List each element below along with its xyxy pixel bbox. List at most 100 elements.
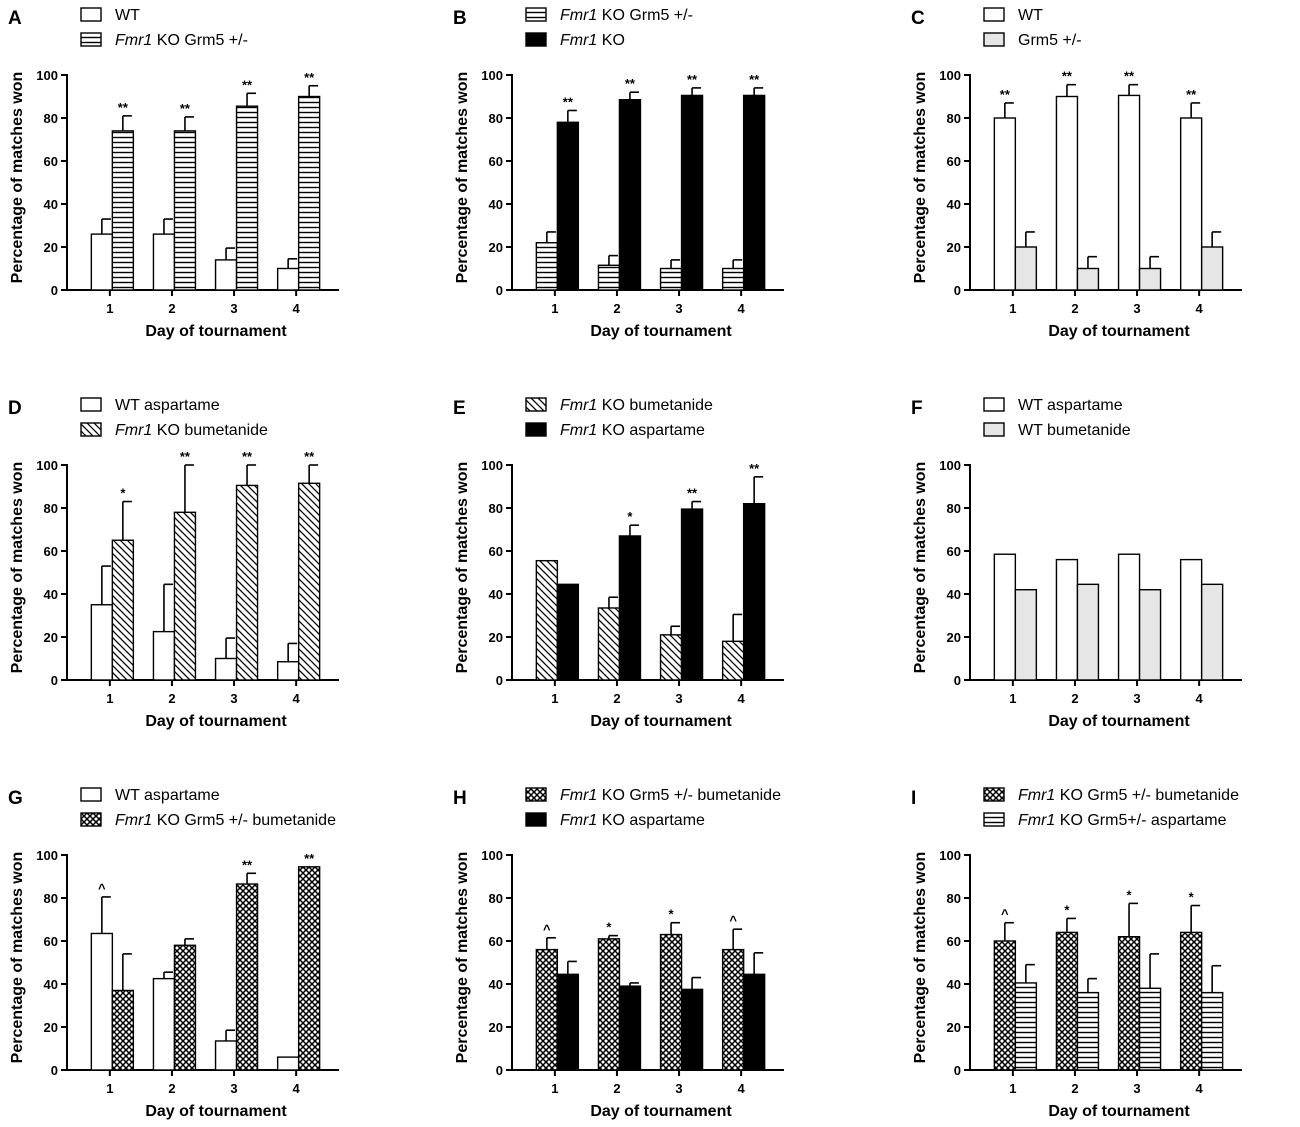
bar-e-s2-day4 <box>742 503 766 681</box>
legend-italic: Fmr1 <box>1018 812 1055 829</box>
y-axis-title: Percentage of matches won <box>912 72 929 284</box>
bar-h-s1-day3 <box>659 933 683 1071</box>
x-tick-label: 2 <box>613 691 620 706</box>
x-tick-label: 3 <box>675 1081 682 1096</box>
legend-label: WT aspartame <box>1018 397 1123 414</box>
legend-label: KO Grm5 +/- bumetanide <box>597 787 781 804</box>
bar-i-s1-day4 <box>1179 931 1203 1071</box>
bar-a-s2-day4 <box>297 95 321 291</box>
significance-label: ** <box>118 100 129 115</box>
legend-entry: WT aspartame <box>1018 397 1123 414</box>
legend-italic: Fmr1 <box>560 812 597 829</box>
panel-letter: I <box>911 788 916 809</box>
y-tick-label: 0 <box>496 1063 503 1078</box>
bar-b-s2-day3 <box>680 94 704 291</box>
legend-italic: Fmr1 <box>560 7 597 24</box>
bar-f-s2-day1 <box>1014 589 1038 681</box>
legend-swatch <box>525 397 547 412</box>
legend-swatch <box>525 787 547 802</box>
y-tick-label: 60 <box>489 544 503 559</box>
bar-b-s2-day1 <box>556 121 580 291</box>
bar-i-s2-day2 <box>1076 991 1100 1071</box>
significance-label: * <box>606 920 612 935</box>
significance-label: ** <box>749 72 760 87</box>
bar-d-s1-day4 <box>276 661 300 681</box>
legend-label: WT bumetanide <box>1018 422 1131 439</box>
y-tick-label: 60 <box>489 934 503 949</box>
y-tick-label: 100 <box>939 458 961 473</box>
y-tick-label: 20 <box>947 240 961 255</box>
x-tick-label: 4 <box>293 301 301 316</box>
legend-swatch <box>80 7 102 22</box>
bar-a-s1-day4 <box>276 267 300 291</box>
bar-b-s2-day2 <box>618 99 642 291</box>
significance-label: * <box>1127 887 1133 902</box>
significance-label: ** <box>242 857 253 872</box>
legend-swatch <box>80 32 102 47</box>
x-tick-label: 2 <box>168 1081 175 1096</box>
legend-label: KO Grm5 +/- bumetanide <box>152 812 336 829</box>
bar-g-s2-day3 <box>235 883 259 1071</box>
x-tick-label: 1 <box>551 301 558 316</box>
bar-a-s1-day2 <box>152 233 176 291</box>
legend-swatch <box>525 32 547 47</box>
y-tick-label: 60 <box>947 934 961 949</box>
legend-italic: Fmr1 <box>1018 787 1055 804</box>
legend-entry: Fmr1 KO Grm5 +/- bumetanide <box>560 787 781 804</box>
y-tick-label: 20 <box>489 630 503 645</box>
legend-swatch <box>983 397 1005 412</box>
bar-a-s2-day1 <box>111 130 135 291</box>
x-tick-label: 3 <box>1133 301 1140 316</box>
panel-d: D WT aspartame Fmr1 KO bumetanide 0 20 40 60 80… <box>8 397 339 730</box>
x-tick-label: 1 <box>1009 691 1016 706</box>
bar-i-s2-day1 <box>1014 982 1038 1071</box>
bar-c-s1-day4 <box>1179 117 1203 291</box>
bar-h-s1-day1 <box>535 948 559 1071</box>
significance-label: ^ <box>1001 907 1009 922</box>
bar-i-s1-day1 <box>993 940 1017 1071</box>
legend-swatch <box>983 7 1005 22</box>
legend-label: KO Grm5 +/- <box>597 7 693 24</box>
bar-b-s2-day4 <box>742 94 766 291</box>
legend-swatch <box>525 422 547 437</box>
legend-label: KO aspartame <box>597 812 705 829</box>
significance-label: ^ <box>98 881 106 896</box>
bar-b-s1-day4 <box>721 267 745 291</box>
x-axis-title: Day of tournament <box>1048 713 1190 730</box>
y-tick-label: 80 <box>947 111 961 126</box>
significance-label: ** <box>180 449 191 464</box>
legend-italic: Fmr1 <box>560 32 597 49</box>
legend-label: KO bumetanide <box>597 397 713 414</box>
y-tick-label: 20 <box>44 240 58 255</box>
legend-label: KO aspartame <box>597 422 705 439</box>
legend-swatch <box>80 812 102 827</box>
legend-entry: Fmr1 KO Grm5 +/- bumetanide <box>1018 787 1239 804</box>
bar-g-s1-day2 <box>152 977 176 1071</box>
bar-c-s2-day3 <box>1138 267 1162 291</box>
y-tick-label: 100 <box>481 68 503 83</box>
significance-label: ** <box>625 76 636 91</box>
bar-h-s2-day4 <box>742 973 766 1071</box>
y-axis-title: Percentage of matches won <box>454 852 471 1064</box>
bar-e-s1-day3 <box>659 634 683 681</box>
significance-label: ** <box>687 72 698 87</box>
bar-h-s2-day1 <box>556 973 580 1071</box>
y-tick-label: 60 <box>947 154 961 169</box>
significance-label: ** <box>180 101 191 116</box>
bar-d-s1-day2 <box>152 630 176 681</box>
bar-e-s2-day3 <box>680 508 704 681</box>
y-axis-title: Percentage of matches won <box>454 72 471 284</box>
panel-letter: D <box>8 398 22 419</box>
x-tick-label: 3 <box>675 691 682 706</box>
y-tick-label: 0 <box>496 673 503 688</box>
bar-d-s2-day2 <box>173 511 197 681</box>
legend-swatch <box>983 812 1005 827</box>
legend-swatch <box>983 32 1005 47</box>
legend-swatch <box>80 397 102 412</box>
y-tick-label: 40 <box>44 587 58 602</box>
x-tick-label: 4 <box>1196 691 1204 706</box>
y-tick-label: 40 <box>489 197 503 212</box>
x-tick-label: 2 <box>613 1081 620 1096</box>
significance-label: ** <box>242 449 253 464</box>
bar-i-s2-day4 <box>1200 991 1224 1071</box>
